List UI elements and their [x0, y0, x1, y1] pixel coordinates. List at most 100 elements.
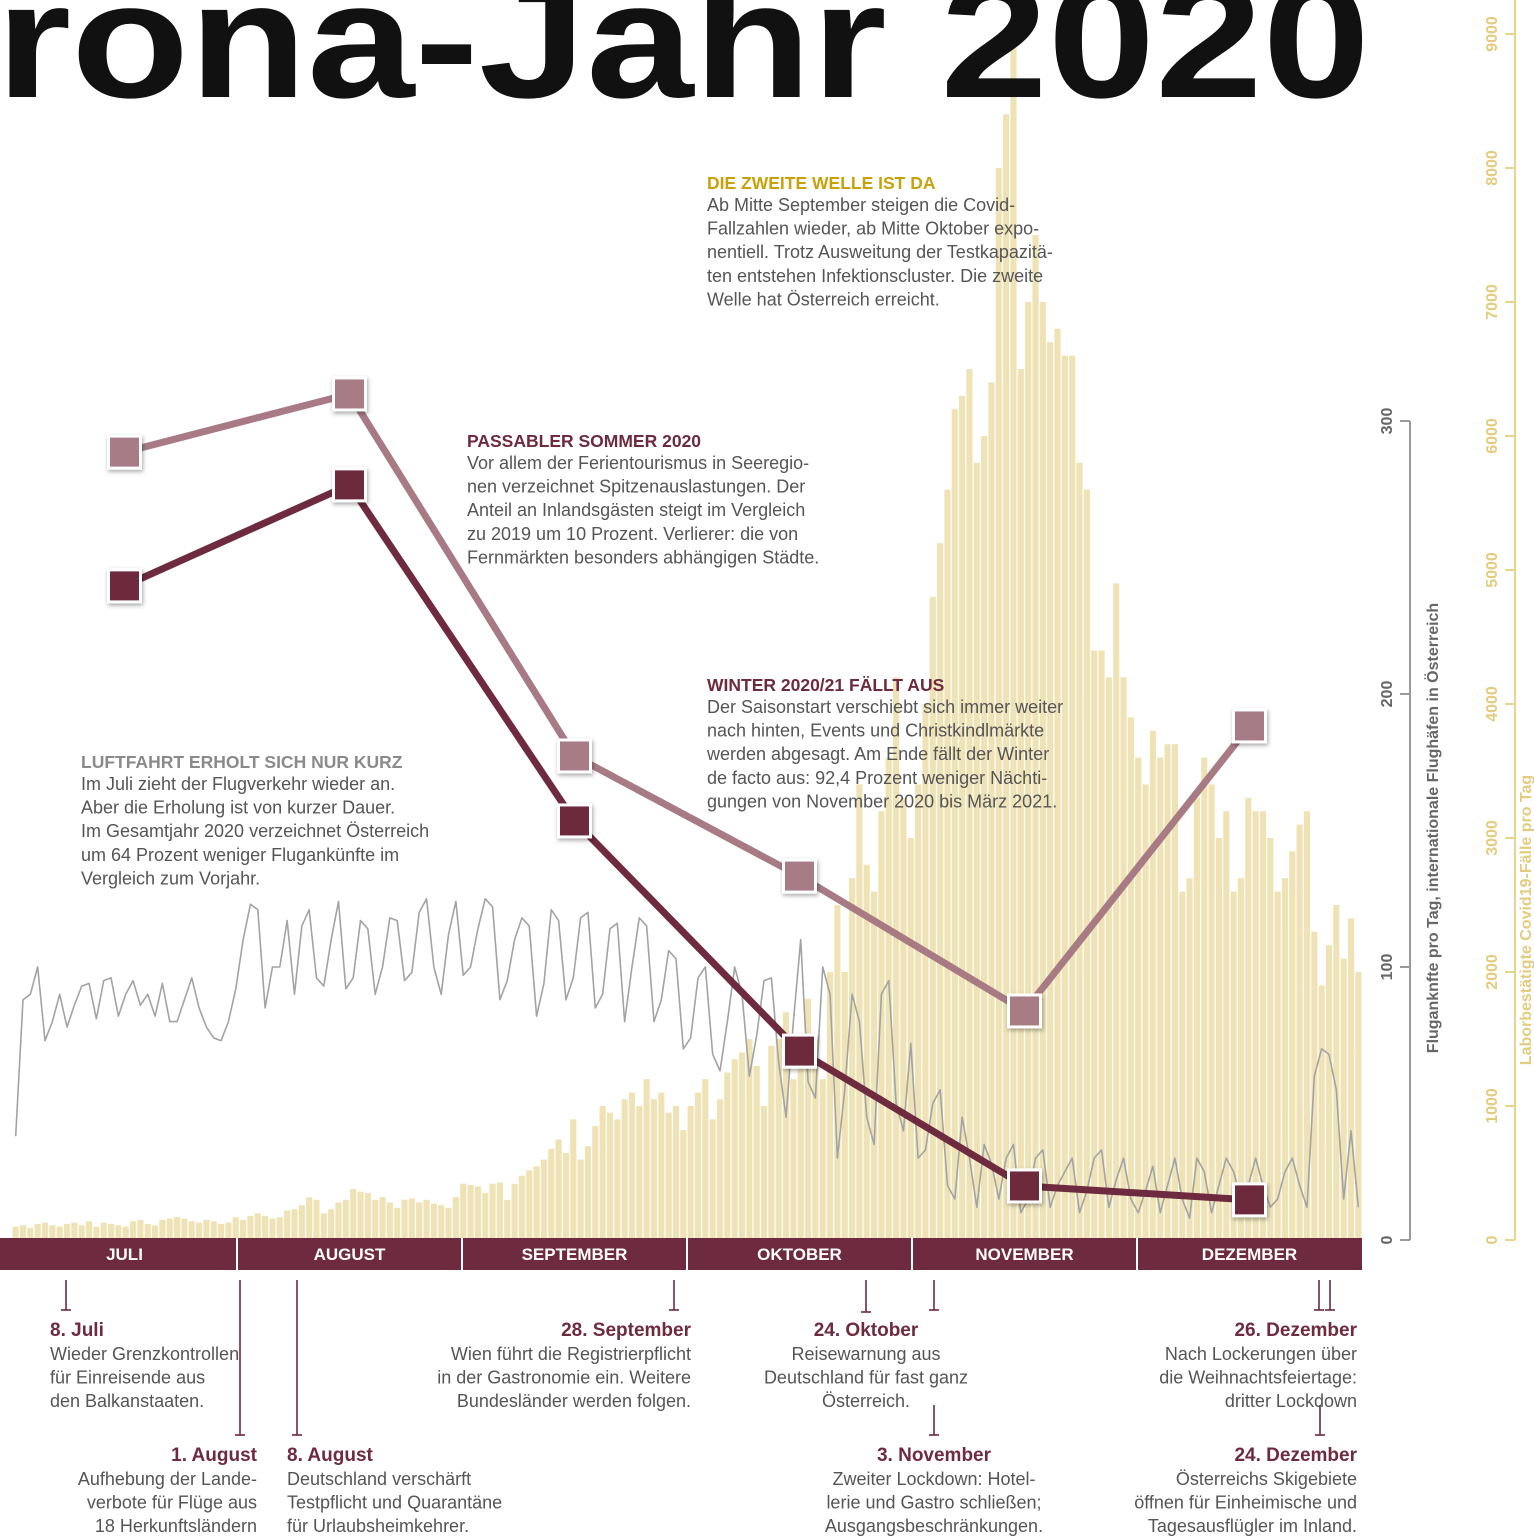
- annotation-line: Im Juli zieht der Flugverkehr wieder an.: [81, 774, 395, 794]
- case-bar: [694, 1092, 702, 1240]
- annotation-line: Anteil an Inlandsgästen steigt im Vergle…: [467, 500, 805, 520]
- case-bar: [430, 1203, 437, 1240]
- event-line: den Balkanstaaten.: [50, 1391, 204, 1411]
- case-bar: [702, 1079, 709, 1240]
- event-date: 8. Juli: [50, 1320, 104, 1341]
- case-bar: [849, 878, 856, 1240]
- case-bar: [232, 1217, 239, 1240]
- case-bar: [460, 1183, 467, 1240]
- case-bar: [1215, 838, 1223, 1240]
- event-date: 26. Dezember: [1234, 1320, 1357, 1341]
- title: rona-Jahr 2020: [0, 0, 1370, 132]
- event-line: Aufhebung der Lande-: [78, 1469, 257, 1489]
- case-bar: [1274, 891, 1281, 1240]
- annotation-line: nentiell. Trotz Ausweitung der Testkapaz…: [707, 242, 1053, 262]
- case-bar: [871, 891, 878, 1240]
- y-tick-label: 300: [1379, 408, 1396, 435]
- case-bar: [1259, 811, 1267, 1240]
- case-bar: [826, 972, 834, 1240]
- case-bar: [1201, 757, 1208, 1240]
- month-label: DEZEMBER: [1202, 1245, 1297, 1264]
- trend-marker: [332, 376, 367, 412]
- case-bar: [93, 1226, 100, 1240]
- case-bar: [196, 1222, 203, 1240]
- case-bar: [1032, 235, 1039, 1240]
- case-bar: [1127, 717, 1134, 1240]
- case-bar: [386, 1202, 393, 1240]
- case-bar: [247, 1215, 254, 1240]
- case-bar: [819, 1079, 826, 1240]
- case-bar: [907, 838, 914, 1240]
- case-bar: [782, 1012, 790, 1240]
- y-axis-title: Fluganknfte pro Tag, internationale Flug…: [1423, 603, 1442, 1053]
- case-bar: [592, 1126, 599, 1240]
- case-bar: [41, 1222, 49, 1240]
- case-bar: [1054, 328, 1061, 1240]
- case-bar: [1245, 797, 1252, 1240]
- annotation-title: PASSABLER SOMMER 2020: [467, 431, 701, 451]
- annotation-line: Der Saisonstart verschiebt sich immer we…: [707, 697, 1063, 717]
- trend-line: [123, 481, 1250, 1204]
- case-bar: [372, 1199, 379, 1240]
- case-bar: [151, 1225, 159, 1240]
- trend-marker: [1232, 1182, 1267, 1218]
- trend-marker: [332, 467, 367, 503]
- case-bar: [452, 1197, 459, 1240]
- case-bar: [1333, 905, 1340, 1240]
- case-bar: [181, 1218, 188, 1240]
- case-bar: [658, 1092, 665, 1240]
- event-line: Bundesländer werden folgen.: [457, 1391, 691, 1411]
- annotation-line: Vor allem der Ferientourismus in Seeregi…: [467, 453, 809, 473]
- y2-tick-label: 9000: [1484, 16, 1501, 52]
- case-bar: [166, 1218, 173, 1240]
- event-line: Deutschland für fast ganz: [764, 1368, 968, 1388]
- case-bar: [254, 1213, 261, 1240]
- trend-marker: [782, 1033, 817, 1069]
- month-label: JULI: [106, 1245, 143, 1264]
- case-bar: [1135, 757, 1142, 1240]
- event-line: dritter Lockdown: [1225, 1391, 1357, 1411]
- case-bar: [1157, 757, 1164, 1240]
- case-bar: [746, 1039, 753, 1240]
- case-bar: [570, 1119, 577, 1240]
- case-bar: [306, 1197, 313, 1240]
- case-bar: [218, 1223, 225, 1240]
- event-line: Testpflicht und Quarantäne: [287, 1493, 502, 1513]
- y2-tick-label: 0: [1484, 1235, 1501, 1244]
- event-date: 24. Dezember: [1234, 1445, 1357, 1466]
- annotation-line: um 64 Prozent weniger Flugankünfte im: [81, 845, 399, 865]
- case-bar: [951, 409, 958, 1240]
- case-bar: [298, 1205, 305, 1240]
- flight-line: [14, 897, 1360, 1219]
- case-bar: [1289, 851, 1296, 1240]
- event-line: Österreichs Skigebiete: [1176, 1469, 1357, 1489]
- month-label: AUGUST: [314, 1245, 386, 1264]
- case-bar: [562, 1152, 570, 1240]
- case-bar: [768, 1045, 775, 1240]
- case-bar: [1164, 744, 1171, 1240]
- y-tick-label: 100: [1379, 954, 1396, 981]
- trend-marker: [107, 568, 142, 604]
- trend-marker: [782, 858, 817, 894]
- case-bar: [1149, 730, 1156, 1240]
- case-bar: [1061, 355, 1068, 1241]
- case-bar: [526, 1170, 533, 1240]
- case-bar: [342, 1199, 349, 1240]
- event-line: Deutschland verschärft: [287, 1469, 471, 1489]
- event-line: lerie und Gastro schließen;: [826, 1493, 1041, 1513]
- case-bar: [474, 1186, 481, 1240]
- case-bar: [489, 1183, 496, 1240]
- case-bar: [85, 1221, 93, 1240]
- annotation-title: DIE ZWEITE WELLE IST DA: [707, 173, 936, 193]
- annotation-line: zu 2019 um 10 Prozent. Verlierer: die vo…: [467, 524, 798, 544]
- event-date: 1. August: [171, 1445, 258, 1466]
- trend-marker: [1232, 708, 1267, 744]
- case-bar: [210, 1221, 217, 1240]
- case-bar: [276, 1217, 283, 1240]
- case-bar: [291, 1209, 298, 1240]
- annotation-line: nen verzeichnet Spitzenauslastungen. Der: [467, 477, 805, 497]
- case-bar: [137, 1219, 144, 1240]
- annotation-line: nach hinten, Events und Christkindlmärkt…: [707, 721, 1044, 741]
- case-bar: [1237, 878, 1245, 1240]
- case-bar: [19, 1225, 27, 1240]
